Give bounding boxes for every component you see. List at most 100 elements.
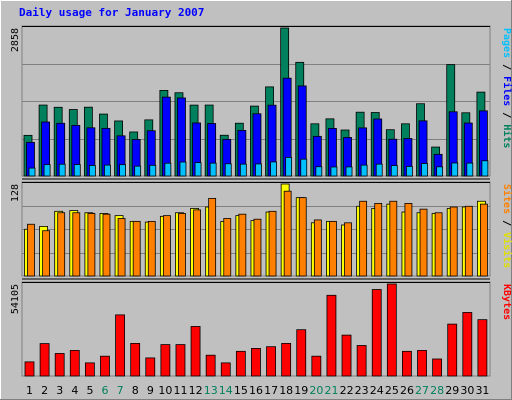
bar-pages-day-27 xyxy=(421,163,428,177)
day-label-12: 12 xyxy=(189,384,203,397)
day-label-16: 16 xyxy=(249,384,263,397)
bar-pages-day-16 xyxy=(255,163,262,177)
bar-sites-day-25 xyxy=(389,200,398,277)
day-label-22: 22 xyxy=(340,384,354,397)
day-label-3: 3 xyxy=(56,384,63,397)
day-label-1: 1 xyxy=(26,384,33,397)
bar-kbytes-day-18 xyxy=(281,342,292,377)
side-legend-part-top-3: / xyxy=(501,106,512,124)
bar-kbytes-day-16 xyxy=(251,347,261,377)
side-legend-part-top-4: Hits xyxy=(501,124,512,148)
bar-pages-day-20 xyxy=(315,166,323,177)
bar-sites-day-30 xyxy=(464,205,473,277)
bar-sites-day-16 xyxy=(253,218,262,277)
bar-kbytes-day-24 xyxy=(371,289,382,377)
bar-pages-day-24 xyxy=(375,163,383,177)
bar-sites-day-12 xyxy=(193,209,201,277)
bar-pages-day-10 xyxy=(164,162,172,177)
bar-sites-day-20 xyxy=(313,219,322,277)
bar-sites-day-24 xyxy=(374,203,383,277)
bar-sites-day-18 xyxy=(283,190,292,277)
day-label-28: 28 xyxy=(430,384,444,397)
day-label-24: 24 xyxy=(370,384,384,397)
bar-sites-day-23 xyxy=(359,200,368,277)
bar-pages-day-19 xyxy=(300,158,308,177)
bar-kbytes-day-17 xyxy=(266,346,276,377)
bar-pages-day-4 xyxy=(73,164,81,177)
day-label-31: 31 xyxy=(475,384,489,397)
bar-pages-day-13 xyxy=(209,162,217,177)
bar-kbytes-day-19 xyxy=(296,329,307,377)
bar-sites-day-1 xyxy=(27,223,35,277)
day-label-6: 6 xyxy=(102,384,109,397)
bar-sites-day-10 xyxy=(162,215,171,277)
chart-title: Daily usage for January 2007 xyxy=(19,6,204,19)
side-legend-part-top-1: / xyxy=(501,58,512,76)
bar-pages-day-9 xyxy=(149,164,157,177)
bar-pages-day-28 xyxy=(436,166,444,177)
bar-sites-day-21 xyxy=(329,220,337,277)
bar-pages-day-26 xyxy=(406,166,413,177)
bar-kbytes-day-20 xyxy=(311,355,322,377)
day-label-30: 30 xyxy=(460,384,474,397)
bar-kbytes-day-27 xyxy=(417,350,427,377)
day-label-27: 27 xyxy=(415,384,429,397)
day-label-11: 11 xyxy=(174,384,188,397)
bar-kbytes-day-13 xyxy=(205,354,216,377)
bar-sites-day-31 xyxy=(479,203,488,277)
day-label-2: 2 xyxy=(41,384,48,397)
bar-kbytes-day-25 xyxy=(386,283,397,377)
y-max-label-visits-sites: 128 xyxy=(10,184,21,202)
bar-kbytes-day-22 xyxy=(341,334,352,377)
day-label-8: 8 xyxy=(132,384,139,397)
bar-pages-day-11 xyxy=(179,161,187,177)
bar-pages-day-23 xyxy=(360,164,368,177)
day-label-4: 4 xyxy=(71,384,78,397)
bar-sites-day-4 xyxy=(72,212,81,277)
side-legend-part-middle-0: Sites xyxy=(501,184,512,214)
bar-pages-day-21 xyxy=(330,166,338,177)
bar-pages-day-6 xyxy=(104,164,111,177)
bar-pages-day-30 xyxy=(466,162,474,177)
bar-kbytes-day-12 xyxy=(190,326,201,377)
bar-pages-day-14 xyxy=(224,163,232,177)
bar-sites-day-19 xyxy=(298,197,307,277)
day-label-25: 25 xyxy=(385,384,399,397)
bar-pages-day-18 xyxy=(285,157,293,177)
day-label-17: 17 xyxy=(264,384,278,397)
bar-kbytes-day-31 xyxy=(477,319,488,377)
bar-kbytes-day-3 xyxy=(54,353,65,377)
day-label-7: 7 xyxy=(117,384,124,397)
bar-kbytes-day-7 xyxy=(115,314,125,377)
bar-pages-day-17 xyxy=(270,161,277,177)
panel-kbytes: 54105 xyxy=(10,281,491,377)
day-label-15: 15 xyxy=(234,384,248,397)
bar-pages-day-25 xyxy=(390,165,398,177)
side-legend-part-bottom-0: KBytes xyxy=(501,284,512,320)
bar-kbytes-day-14 xyxy=(220,362,231,377)
day-label-19: 19 xyxy=(294,384,308,397)
bar-pages-day-7 xyxy=(119,164,126,177)
side-legend-part-middle-1: / xyxy=(501,214,512,232)
bar-sites-day-26 xyxy=(404,203,413,277)
bar-kbytes-day-8 xyxy=(130,342,141,377)
side-legend-bottom: KBytes xyxy=(501,284,512,320)
bar-sites-day-29 xyxy=(449,206,458,277)
y-max-label-kbytes: 54105 xyxy=(10,284,21,314)
bar-kbytes-day-26 xyxy=(402,350,412,377)
bar-kbytes-day-30 xyxy=(462,312,473,377)
bar-pages-day-5 xyxy=(88,165,96,177)
day-label-9: 9 xyxy=(147,384,154,397)
panel-hits-files-pages: 2858 xyxy=(10,25,491,180)
bar-pages-day-8 xyxy=(134,165,142,177)
panel-visits-sites: 128 xyxy=(10,181,491,280)
bar-kbytes-day-23 xyxy=(356,345,367,377)
day-label-26: 26 xyxy=(400,384,414,397)
bar-kbytes-day-5 xyxy=(84,362,95,377)
bar-sites-day-3 xyxy=(57,212,66,277)
bar-sites-day-22 xyxy=(344,222,352,277)
bar-pages-day-31 xyxy=(481,160,489,177)
bar-sites-day-5 xyxy=(87,213,96,277)
